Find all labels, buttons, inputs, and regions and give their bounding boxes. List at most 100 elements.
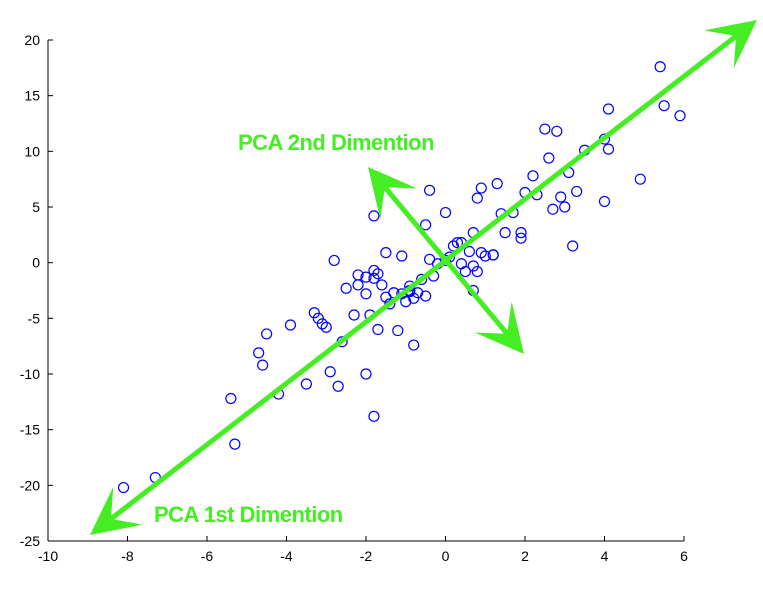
scatter-point [340,282,352,294]
scatter-point [463,245,475,258]
scatter-point [487,249,499,261]
pca-2nd-arrow-head-end [474,301,524,354]
scatter-point [312,312,324,324]
pca-1st-arrow-head-start [90,486,143,535]
pca-1st-label: PCA 1st Dimention [154,502,343,527]
scatter-point [499,227,511,239]
scatter-point [320,321,332,333]
y-tick-label: -10 [20,366,40,382]
scatter-point [420,219,432,231]
scatter-point [384,298,396,310]
scatter-point [328,254,340,267]
x-tick-label: -8 [121,548,134,564]
scatter-point [257,359,269,371]
x-tick-label: -2 [360,548,373,564]
scatter-point [515,227,527,239]
scatter-point [380,291,392,303]
scatter-point [352,279,364,291]
scatter-point [396,250,408,262]
pca-1st-arrow-shaft [109,34,738,521]
y-tick-label: -5 [28,310,41,326]
scatter-point [408,292,420,304]
x-tick-label: -4 [280,548,293,564]
scatter-point [420,290,432,302]
scatter-point [475,182,487,194]
y-tick-label: -25 [20,533,40,549]
pca-1st-arrow-head-end [704,20,757,69]
scatter-point [368,410,380,422]
scatter-point [372,268,384,280]
y-tick-label: -15 [20,422,40,438]
scatter-point [348,309,360,321]
x-tick-label: -10 [38,548,58,564]
scatter-point [424,253,436,265]
scatter-point [551,125,563,137]
scatter-point [674,110,686,122]
scatter-point [261,328,273,340]
scatter-point [360,271,372,283]
pca-2nd-arrow-shaft [382,185,510,336]
scatter-point [392,324,404,337]
scatter-point [368,210,380,222]
scatter-point [555,191,567,203]
scatter-point [324,366,336,378]
scatter-point [471,192,483,204]
scatter-point [117,481,130,494]
x-tick-label: 6 [680,548,688,564]
scatter-point [424,184,436,196]
scatter-point [543,152,555,164]
scatter-point [547,203,559,215]
x-tick-label: -6 [201,548,214,564]
pca-arrows [90,20,757,535]
scatter-point [439,254,452,267]
scatter-point [360,288,372,300]
scatter-point [455,258,467,270]
y-tick-label: 5 [32,199,40,215]
scatter-points [117,61,686,494]
scatter-point [284,319,297,331]
scatter-point [559,201,571,213]
scatter-point [408,339,420,351]
scatter-point [654,61,666,73]
scatter-point [308,307,320,319]
scatter-point [479,250,491,262]
scatter-point [634,173,646,185]
x-tick-label: 2 [521,548,529,564]
y-tick-label: 15 [24,88,40,104]
scatter-point [416,273,428,285]
scatter-point [527,170,539,182]
scatter-point [360,368,372,380]
scatter-point [491,178,503,190]
scatter-point [467,260,479,272]
scatter-point [372,323,384,336]
x-tick-label: 4 [601,548,609,564]
y-tick-label: 10 [24,143,40,159]
scatter-point [602,103,615,115]
scatter-point [225,392,237,405]
scatter-point [229,438,241,450]
scatter-point [571,185,583,198]
scatter-point [380,247,392,259]
scatter-point [376,279,388,291]
scatter-point [567,240,579,252]
y-tick-label: 0 [32,255,40,271]
scatter-point [598,195,611,208]
scatter-point [300,378,312,390]
scatter-point [459,265,471,278]
scatter-point [332,380,344,392]
y-tick-label: -20 [20,477,40,493]
scatter-point [253,347,265,359]
y-tick-label: 20 [24,32,40,48]
scatter-point [658,100,670,112]
pca-2nd-arrow-head-start [368,167,418,220]
scatter-point [316,318,328,330]
scatter-point [451,237,464,249]
scatter-point [539,123,551,135]
scatter-point [471,265,483,278]
scatter-point [602,143,615,155]
x-tick-label: 0 [442,548,450,564]
annotations: PCA 2nd Dimention PCA 1st Dimention [154,130,435,527]
scatter-point [439,206,452,219]
